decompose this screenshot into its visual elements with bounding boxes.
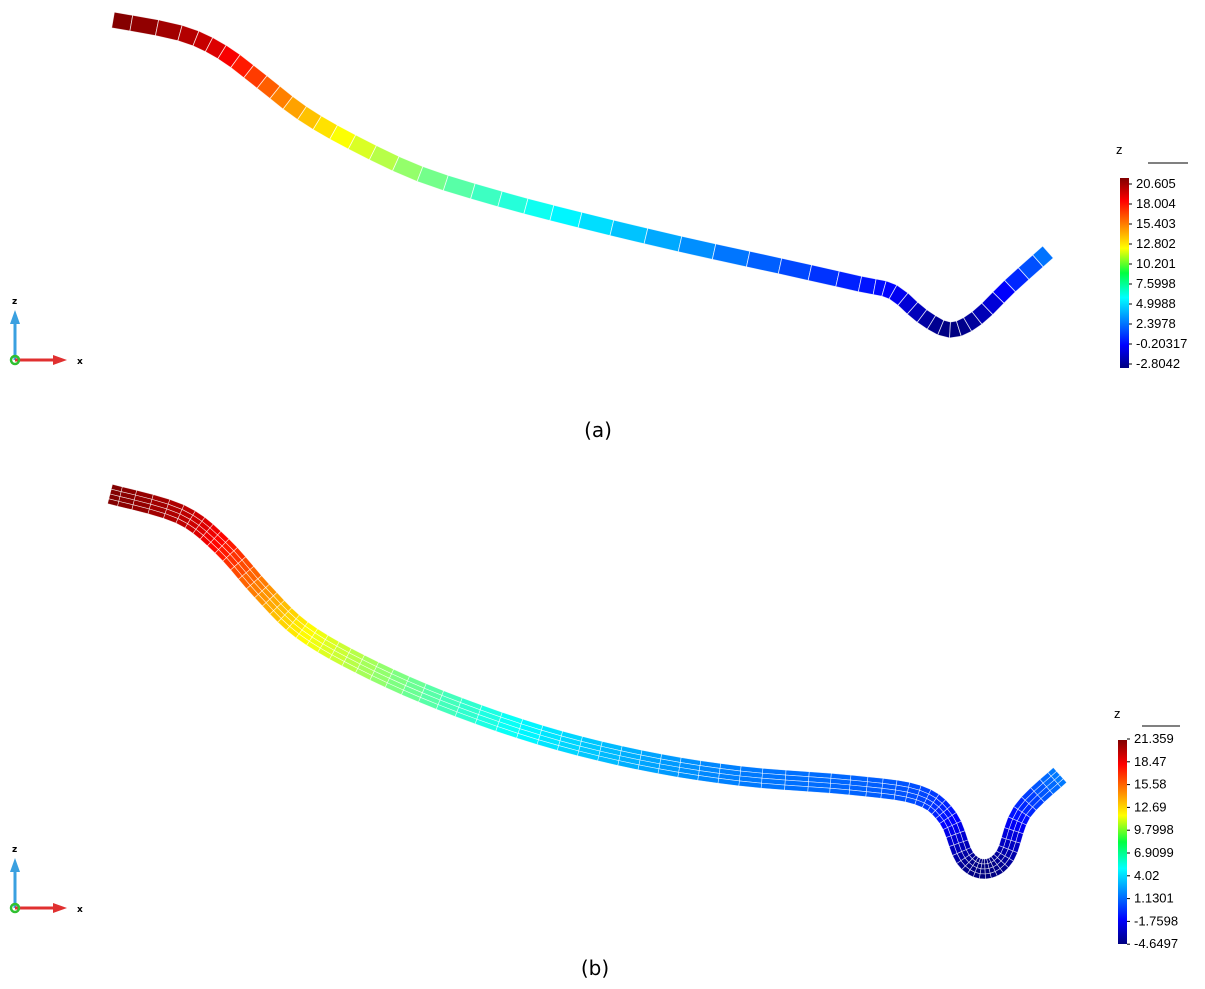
colorbar-label: -0.20317: [1136, 336, 1187, 351]
colorbar-label: -4.6497: [1134, 936, 1178, 951]
triad-x-head: [53, 355, 67, 365]
mesh-element: [836, 271, 862, 292]
mesh-element: [112, 12, 133, 31]
mesh-element: [778, 258, 811, 280]
triad-label-z: z: [12, 845, 17, 855]
triad-label-z: z: [12, 297, 17, 307]
figure: z 20.605 18.004 15.403 12.802 10.201 7.5998 4.9…: [0, 0, 1205, 989]
mesh-element: [644, 228, 682, 252]
mesh-element: [550, 205, 582, 228]
beam-meshes: [108, 12, 1067, 879]
triad-z-head: [10, 858, 20, 872]
colorbar-label: 4.02: [1134, 868, 1159, 883]
colorbar: z 21.359 18.47 15.58 12.69 9.7998 6.9099 4.02 1.…: [1114, 706, 1180, 951]
mesh-element: [578, 212, 614, 235]
colorbar-label: 4.9988: [1136, 296, 1176, 311]
colorbar-label: 7.5998: [1136, 276, 1176, 291]
caption: (a): [584, 418, 612, 442]
mesh-element: [155, 20, 182, 41]
axis-triad: zx: [10, 297, 83, 367]
colorbar: z 20.605 18.004 15.403 12.802 10.201 7.5998 4.9…: [1116, 142, 1188, 371]
colorbar-gradient: [1120, 178, 1129, 368]
colorbar-label: 9.7998: [1134, 822, 1174, 837]
colorbar-label: 10.201: [1136, 256, 1176, 271]
mesh-element: [498, 191, 528, 214]
colorbar-label: 15.58: [1134, 777, 1167, 792]
colorbar-label: 20.605: [1136, 176, 1176, 191]
mesh-element: [980, 869, 985, 874]
colorbar-label: 1.1301: [1134, 891, 1174, 906]
colorbar-label: -2.8042: [1136, 356, 1180, 371]
colorbar-label: 21.359: [1134, 731, 1174, 746]
triad-x-head: [53, 903, 67, 913]
mesh-element: [808, 265, 839, 287]
colorbar-label: 18.47: [1134, 754, 1167, 769]
colorbar-label: 12.69: [1134, 799, 1167, 814]
colorbar-label: 15.403: [1136, 216, 1176, 231]
mesh-element: [678, 236, 716, 259]
triad-label-x: x: [77, 905, 83, 915]
triad-label-x: x: [77, 357, 83, 367]
mesh-element: [471, 184, 503, 207]
colorbar-label: 6.9099: [1134, 845, 1174, 860]
caption: (b): [581, 956, 609, 980]
mesh-element: [610, 220, 648, 244]
colorbar-title: z: [1116, 142, 1123, 157]
colorbar-gradient: [1118, 740, 1127, 944]
axis-triad: zx: [10, 845, 83, 915]
mesh-element: [417, 167, 448, 191]
colorbar-label: 12.802: [1136, 236, 1176, 251]
triad-z-head: [10, 310, 20, 324]
colorbar-label: 18.004: [1136, 196, 1176, 211]
colorbar-label: -1.7598: [1134, 913, 1178, 928]
mesh-element: [443, 175, 475, 199]
mesh-element: [981, 864, 985, 869]
mesh-element: [130, 15, 159, 35]
mesh-element: [979, 874, 985, 879]
mesh-element: [746, 251, 781, 274]
colorbar-label: 2.3978: [1136, 316, 1176, 331]
colorbar-title: z: [1114, 706, 1121, 721]
mesh-element: [712, 244, 750, 267]
mesh-element: [524, 198, 554, 220]
